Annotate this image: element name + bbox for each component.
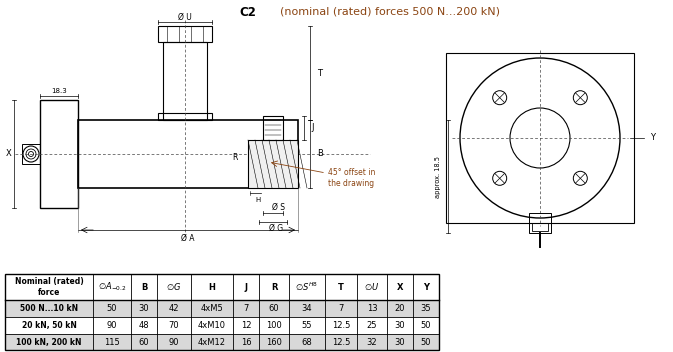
Bar xyxy=(40,100,78,208)
Text: $\emptyset G$: $\emptyset G$ xyxy=(166,282,182,293)
Text: 12.5: 12.5 xyxy=(332,338,350,347)
Text: B: B xyxy=(317,150,323,158)
Text: Ø S: Ø S xyxy=(271,202,285,212)
Text: 12: 12 xyxy=(241,321,251,330)
Bar xyxy=(248,140,298,188)
Bar xyxy=(5,300,439,317)
Text: 18.3: 18.3 xyxy=(51,88,67,94)
Bar xyxy=(22,144,40,164)
Text: 48: 48 xyxy=(139,321,149,330)
Text: 25: 25 xyxy=(367,321,378,330)
Bar xyxy=(158,26,212,42)
Bar xyxy=(529,213,551,233)
Text: 70: 70 xyxy=(169,321,179,330)
Text: $\emptyset U$: $\emptyset U$ xyxy=(364,282,380,293)
Text: H: H xyxy=(255,197,260,203)
Bar xyxy=(532,223,548,231)
Text: 500 N...10 kN: 500 N...10 kN xyxy=(20,304,78,313)
Bar xyxy=(446,53,635,223)
Bar xyxy=(263,116,283,140)
Text: T: T xyxy=(338,283,344,291)
Text: Ø U: Ø U xyxy=(178,13,192,21)
Text: Ø G: Ø G xyxy=(269,224,283,233)
Text: 50: 50 xyxy=(421,338,431,347)
Text: Ø A: Ø A xyxy=(181,233,194,243)
Text: 4xM12: 4xM12 xyxy=(198,338,226,347)
Text: 12.5: 12.5 xyxy=(332,321,350,330)
Text: 100 kN, 200 kN: 100 kN, 200 kN xyxy=(16,338,81,347)
Text: B: B xyxy=(141,283,147,291)
Text: 60: 60 xyxy=(139,338,149,347)
Text: 55: 55 xyxy=(302,321,312,330)
Text: H: H xyxy=(209,283,215,291)
Text: 7: 7 xyxy=(339,304,344,313)
Text: 20: 20 xyxy=(395,304,405,313)
Text: Y: Y xyxy=(423,283,429,291)
Text: approx. 18.5: approx. 18.5 xyxy=(435,156,441,197)
Text: 32: 32 xyxy=(367,338,378,347)
Text: J: J xyxy=(244,283,248,291)
Text: 90: 90 xyxy=(107,321,117,330)
Bar xyxy=(158,113,212,120)
Text: 160: 160 xyxy=(266,338,282,347)
Text: 90: 90 xyxy=(169,338,179,347)
Text: 4xM5: 4xM5 xyxy=(201,304,223,313)
Text: 42: 42 xyxy=(169,304,179,313)
Text: X: X xyxy=(6,150,12,158)
Text: 50: 50 xyxy=(107,304,117,313)
Bar xyxy=(163,42,207,120)
Text: 45° offset in
the drawing: 45° offset in the drawing xyxy=(328,168,376,188)
Text: J: J xyxy=(311,124,314,132)
Text: 68: 68 xyxy=(302,338,312,347)
Text: 30: 30 xyxy=(394,338,405,347)
Text: 16: 16 xyxy=(241,338,251,347)
Text: 30: 30 xyxy=(139,304,149,313)
Text: X: X xyxy=(397,283,403,291)
Text: 30: 30 xyxy=(394,321,405,330)
Text: 115: 115 xyxy=(104,338,120,347)
Text: 35: 35 xyxy=(421,304,431,313)
Text: R: R xyxy=(271,283,277,291)
Text: (nominal (rated) forces 500 N...200 kN): (nominal (rated) forces 500 N...200 kN) xyxy=(280,7,500,17)
Text: 4xM10: 4xM10 xyxy=(198,321,226,330)
Bar xyxy=(78,120,298,188)
Text: T: T xyxy=(317,69,322,77)
Text: $\emptyset S^{H8}$: $\emptyset S^{H8}$ xyxy=(295,281,318,293)
Text: 60: 60 xyxy=(269,304,279,313)
Text: 34: 34 xyxy=(302,304,312,313)
Bar xyxy=(5,334,439,351)
Text: Nominal (rated)
force: Nominal (rated) force xyxy=(15,277,83,297)
Text: C2: C2 xyxy=(240,6,256,19)
Text: 100: 100 xyxy=(266,321,282,330)
Text: $\emptyset A_{-0.2}$: $\emptyset A_{-0.2}$ xyxy=(98,281,126,293)
Text: Y: Y xyxy=(650,133,655,143)
Text: R: R xyxy=(232,153,238,163)
Text: 7: 7 xyxy=(244,304,249,313)
Bar xyxy=(5,274,439,350)
Text: 50: 50 xyxy=(421,321,431,330)
Text: 13: 13 xyxy=(367,304,378,313)
Text: 20 kN, 50 kN: 20 kN, 50 kN xyxy=(22,321,77,330)
